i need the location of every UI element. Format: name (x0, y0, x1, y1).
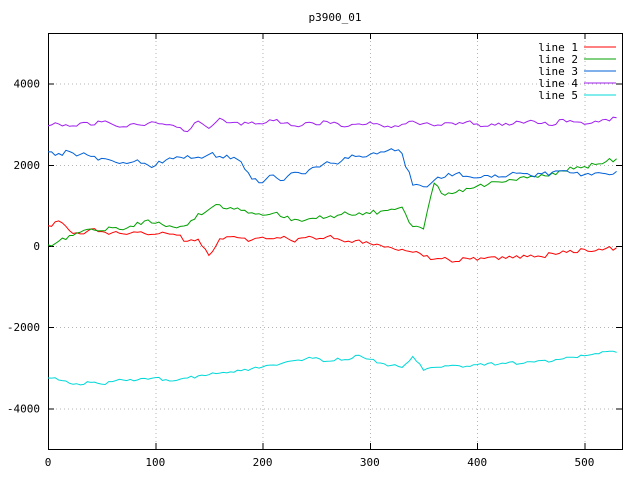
svg-text:0: 0 (33, 240, 40, 253)
svg-text:-4000: -4000 (7, 402, 40, 415)
svg-text:100: 100 (145, 456, 165, 469)
svg-text:0: 0 (45, 456, 52, 469)
plot-border (48, 33, 623, 450)
svg-text:400: 400 (467, 456, 487, 469)
series-line-3 (48, 148, 617, 188)
svg-text:500: 500 (575, 456, 595, 469)
legend-label-3: line 3 (538, 65, 578, 78)
series-line-5 (47, 350, 617, 386)
svg-text:200: 200 (253, 456, 273, 469)
series-line-1 (47, 220, 617, 263)
legend-label-4: line 4 (538, 77, 578, 90)
svg-text:2000: 2000 (14, 159, 41, 172)
legend-label-1: line 1 (538, 41, 578, 54)
series-line-2 (47, 157, 617, 247)
chart-title: p3900_01 (309, 11, 362, 24)
x-tick-labels: 0 100 200 300 400 500 (45, 456, 595, 469)
svg-text:4000: 4000 (14, 78, 41, 91)
svg-text:300: 300 (360, 456, 380, 469)
series-line-4 (47, 116, 617, 133)
tick-marks (48, 33, 622, 449)
y-tick-labels: -4000 -2000 0 2000 4000 (7, 78, 40, 416)
legend-label-2: line 2 (538, 53, 578, 66)
svg-text:-2000: -2000 (7, 321, 40, 334)
legend-label-5: line 5 (538, 89, 578, 102)
